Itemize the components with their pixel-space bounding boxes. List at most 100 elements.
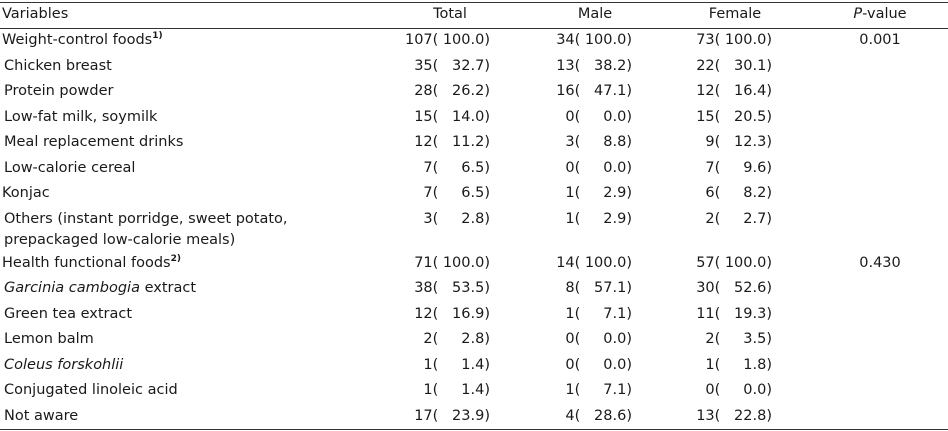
paren-close: ) [626, 160, 632, 176]
count: 11 [696, 306, 715, 322]
paren-close: ) [484, 58, 490, 74]
percent: 22.8 [734, 408, 767, 424]
paren-open: ( [574, 58, 581, 74]
row-label: Low-calorie cereal [4, 156, 135, 182]
paren-close: ) [626, 83, 632, 99]
paren-close: ) [766, 134, 772, 150]
male-cell: 8 (57.1) [480, 276, 632, 302]
paren-open: ( [432, 382, 439, 398]
paren-close: ) [484, 134, 490, 150]
paren-open: ( [714, 280, 721, 296]
total-cell: 12 (16.9) [340, 302, 490, 328]
percent: 8.8 [603, 134, 627, 150]
total-cell: 38 (53.5) [340, 276, 490, 302]
paren-open: ( [432, 211, 439, 227]
percent: 7.1 [603, 382, 627, 398]
count: 15 [696, 109, 715, 125]
count: 0 [565, 331, 575, 347]
header-male: Male [577, 6, 613, 22]
paren-close: ) [484, 280, 490, 296]
percent: 1.4 [461, 382, 485, 398]
paren-open: ( [432, 32, 439, 48]
percent: 32.7 [452, 58, 485, 74]
count: 7 [423, 185, 433, 201]
total-cell: 7 (6.5) [340, 156, 490, 182]
percent: 100.0 [584, 32, 627, 48]
male-cell: 1 (7.1) [480, 302, 632, 328]
total-cell: 107 (100.0) [340, 28, 490, 54]
row-label: Others (instant porridge, sweet potato, … [4, 207, 376, 251]
paren-open: ( [574, 160, 581, 176]
paren-close: ) [626, 58, 632, 74]
percent: 38.2 [594, 58, 627, 74]
paren-open: ( [432, 185, 439, 201]
label-text: Chicken breast [4, 58, 112, 74]
paren-open: ( [574, 280, 581, 296]
paren-open: ( [714, 58, 721, 74]
header-variables: Variables [2, 6, 69, 22]
female-cell: 30 (52.6) [620, 276, 772, 302]
paren-close: ) [766, 58, 772, 74]
paren-open: ( [574, 357, 581, 373]
percent: 0.0 [743, 382, 767, 398]
count: 1 [565, 185, 575, 201]
label-text: Protein powder [4, 83, 114, 99]
paren-close: ) [766, 109, 772, 125]
percent: 2.9 [603, 185, 627, 201]
percent: 6.5 [461, 160, 485, 176]
paren-close: ) [766, 32, 772, 48]
top-rule [0, 2, 948, 3]
paren-close: ) [484, 255, 490, 271]
table-row: Konjac 7 (6.5) 1 (2.9) 6 (8.2) [0, 181, 948, 207]
count: 12 [414, 306, 433, 322]
header-female: Female [708, 6, 762, 22]
count: 1 [423, 382, 433, 398]
paren-open: ( [714, 408, 721, 424]
paren-close: ) [484, 32, 490, 48]
percent: 2.8 [461, 331, 485, 347]
label-text: extract [139, 280, 197, 296]
header-rule [0, 28, 948, 29]
female-cell: 57 (100.0) [620, 251, 772, 277]
table-row: Lemon balm 2 (2.8) 0 (0.0) 2 (3.5) [0, 327, 948, 353]
count: 71 [414, 255, 433, 271]
paren-open: ( [714, 211, 721, 227]
paren-close: ) [766, 331, 772, 347]
percent: 47.1 [594, 83, 627, 99]
paren-open: ( [432, 280, 439, 296]
total-cell: 12 (11.2) [340, 130, 490, 156]
table-row: Garcinia cambogia extract 38 (53.5) 8 (57.… [0, 276, 948, 302]
label-text: Others (instant porridge, sweet potato, … [4, 211, 288, 248]
total-cell: 1 (1.4) [340, 378, 490, 404]
paren-close: ) [766, 255, 772, 271]
percent: 6.5 [461, 185, 485, 201]
female-cell: 22 (30.1) [620, 54, 772, 80]
table-row: Green tea extract 12 (16.9) 1 (7.1) 11 (19.… [0, 302, 948, 327]
count: 12 [696, 83, 715, 99]
paren-open: ( [714, 185, 721, 201]
paren-open: ( [574, 185, 581, 201]
header-p-value: P-value [853, 6, 907, 22]
row-label: Protein powder [4, 79, 113, 105]
paren-close: ) [626, 382, 632, 398]
percent: 52.6 [734, 280, 767, 296]
female-cell: 13 (22.8) [620, 404, 772, 430]
paren-open: ( [574, 408, 581, 424]
paren-open: ( [432, 83, 439, 99]
percent: 7.1 [603, 306, 627, 322]
paren-open: ( [432, 255, 439, 271]
percent: 100.0 [724, 32, 767, 48]
paren-close: ) [626, 408, 632, 424]
female-cell: 2 (2.7) [620, 207, 772, 233]
table-row: Coleus forskohlii 1 (1.4) 0 (0.0) 1 (1.8) [0, 353, 948, 378]
percent: 12.3 [734, 134, 767, 150]
percent: 3.5 [743, 331, 767, 347]
count: 8 [565, 280, 575, 296]
label-text: Konjac [2, 185, 50, 201]
female-cell: 9 (12.3) [620, 130, 772, 156]
male-cell: 0 (0.0) [480, 156, 632, 182]
paren-open: ( [574, 32, 581, 48]
percent: 26.2 [452, 83, 485, 99]
count: 7 [705, 160, 715, 176]
total-cell: 7 (6.5) [340, 181, 490, 207]
